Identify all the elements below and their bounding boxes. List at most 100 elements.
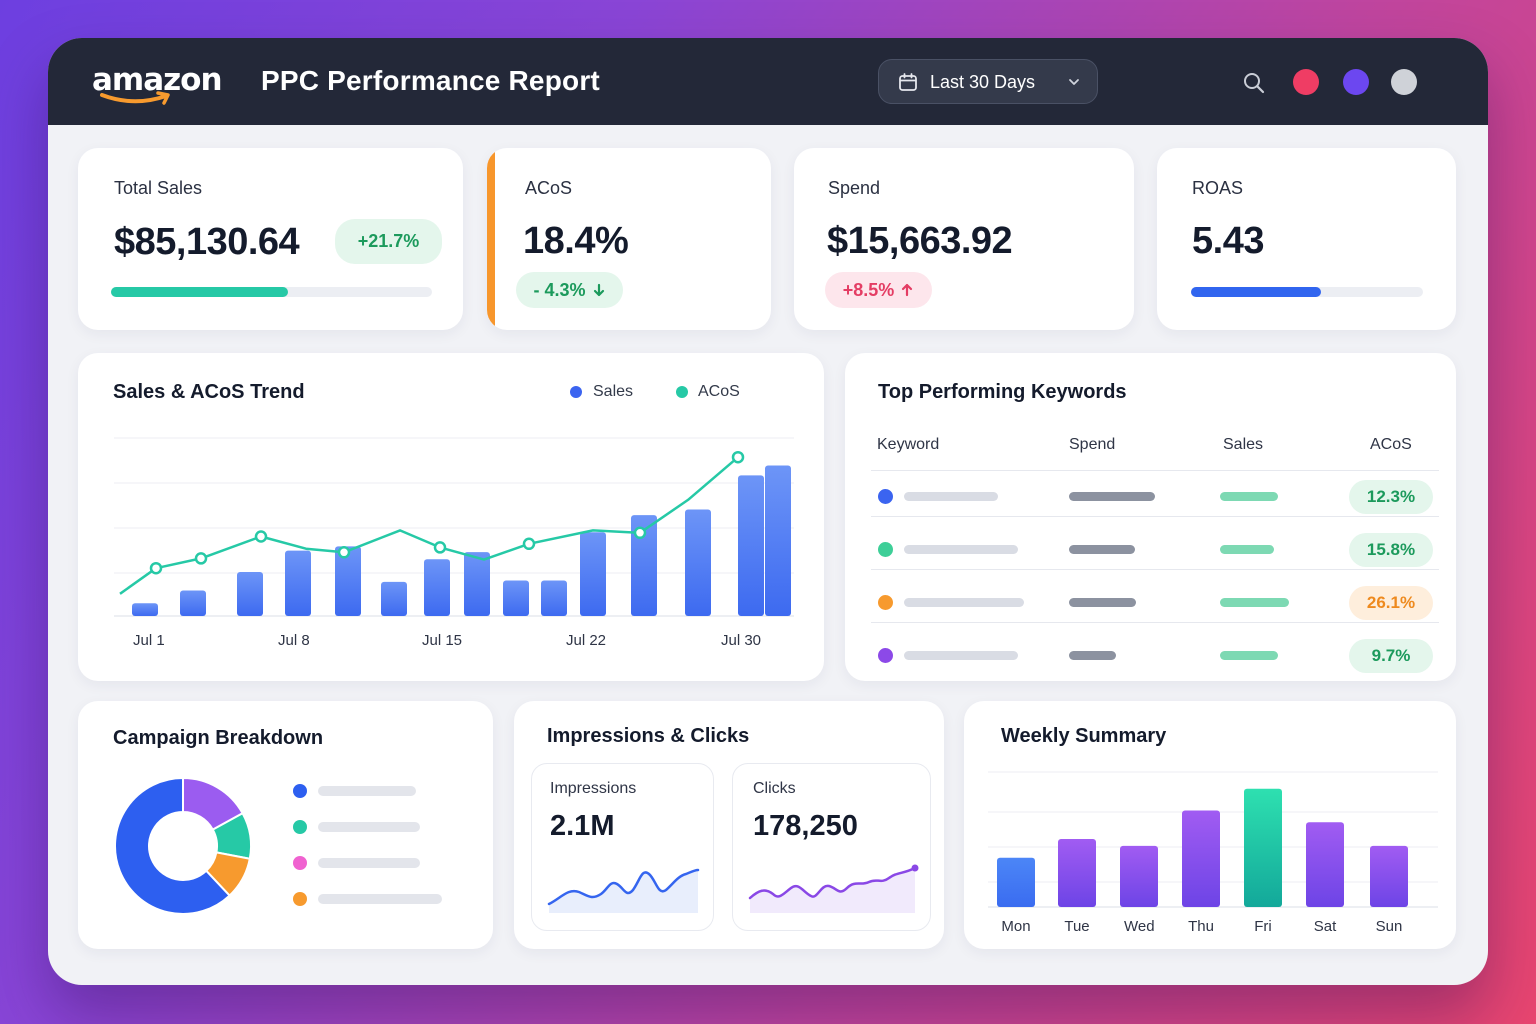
- sales-bar[interactable]: [424, 559, 450, 616]
- x-tick-label: Jul 22: [566, 632, 607, 649]
- row-divider: [871, 516, 1439, 517]
- legend-placeholder: [318, 786, 416, 796]
- page-title: PPC Performance Report: [261, 65, 600, 96]
- sales-placeholder: [1220, 492, 1278, 501]
- acos-point[interactable]: [633, 526, 647, 540]
- clicks-sparkline: [748, 864, 919, 913]
- sales-bar[interactable]: [685, 509, 711, 617]
- legend-dot: [293, 856, 307, 870]
- keyword-dot: [878, 489, 893, 504]
- sales-bar[interactable]: [580, 532, 606, 616]
- sales-bar[interactable]: [285, 550, 311, 616]
- kpi-total-sales-card[interactable]: Total Sales $85,130.64 +21.7%: [78, 148, 463, 330]
- amazon-logo[interactable]: amazon: [92, 58, 223, 106]
- keyword-placeholder: [904, 545, 1019, 554]
- change-badge: +8.5%: [825, 272, 932, 308]
- sales-bar[interactable]: [180, 590, 206, 616]
- acos-badge: 9.7%: [1349, 639, 1433, 673]
- legend-dot: [293, 892, 307, 906]
- progress-fill: [1191, 287, 1321, 297]
- spend-placeholder: [1069, 598, 1136, 607]
- sales-bar[interactable]: [738, 475, 764, 616]
- spend-placeholder: [1069, 545, 1135, 554]
- acos-point[interactable]: [731, 450, 745, 464]
- sales-bar[interactable]: [132, 603, 158, 616]
- sales-placeholder: [1220, 651, 1278, 660]
- day-label: Thu: [1188, 918, 1214, 935]
- weekly-bar[interactable]: [1058, 839, 1096, 907]
- kpi-spend-card[interactable]: Spend $15,663.92 +8.5%: [794, 148, 1134, 330]
- day-label: Sat: [1313, 918, 1337, 935]
- weekly-bar[interactable]: [1244, 788, 1282, 907]
- kpi-acos-card[interactable]: ACoS 18.4% - 4.3%: [487, 148, 771, 330]
- progress-track: [111, 287, 432, 297]
- weekly-bar[interactable]: [997, 857, 1035, 907]
- keyword-placeholder: [904, 598, 1024, 607]
- sales-bar[interactable]: [335, 546, 361, 616]
- sales-placeholder: [1220, 598, 1289, 607]
- keyword-placeholder: [904, 492, 998, 501]
- section-title: Weekly Summary: [1001, 725, 1167, 747]
- kpi-value: 5.43: [1192, 220, 1264, 262]
- date-range-dropdown[interactable]: Last 30 Days: [878, 59, 1098, 104]
- clicks-tile[interactable]: Clicks 178,250: [732, 763, 931, 931]
- weekly-bar[interactable]: [1306, 822, 1344, 907]
- weekly-bar[interactable]: [1370, 845, 1408, 907]
- smile-arrow-icon: [100, 91, 170, 105]
- kpi-value: $85,130.64: [114, 221, 300, 263]
- weekly-bar[interactable]: [1182, 810, 1220, 907]
- kpi-roas-card[interactable]: ROAS 5.43: [1157, 148, 1456, 330]
- weekly-summary-card: Weekly Summary Mon Tue Wed Thu Fri Sat Sun: [964, 701, 1456, 949]
- acos-point[interactable]: [337, 546, 351, 559]
- top-keywords-card: Top Performing Keywords Keyword Spend Sa…: [845, 353, 1456, 681]
- sales-placeholder: [1220, 545, 1274, 554]
- status-dot-red[interactable]: [1293, 69, 1319, 95]
- dashboard-window: amazon PPC Performance Report Last 30 Da…: [48, 38, 1488, 985]
- legend-dot: [293, 820, 307, 834]
- acos-point[interactable]: [522, 537, 536, 551]
- sales-bar[interactable]: [765, 465, 791, 616]
- sales-bar[interactable]: [631, 515, 657, 616]
- acos-point[interactable]: [194, 552, 208, 565]
- kpi-label: ACoS: [525, 178, 573, 198]
- sales-bar[interactable]: [237, 571, 263, 616]
- campaign-breakdown-card: Campaign Breakdown: [78, 701, 493, 949]
- keyword-dot: [878, 595, 893, 610]
- change-badge: - 4.3%: [516, 272, 623, 308]
- impressions-tile[interactable]: Impressions 2.1M: [531, 763, 714, 931]
- acos-badge: 15.8%: [1349, 533, 1433, 567]
- section-title: Impressions & Clicks: [547, 725, 750, 747]
- column-header-keyword[interactable]: Keyword: [877, 436, 940, 453]
- section-title: Sales & ACoS Trend: [113, 381, 305, 403]
- change-text: +21.7%: [357, 231, 420, 251]
- day-label: Tue: [1064, 918, 1090, 935]
- section-title: Top Performing Keywords: [878, 381, 1127, 403]
- progress-fill: [111, 287, 288, 297]
- sales-bar[interactable]: [464, 552, 490, 616]
- kpi-value: $15,663.92: [827, 220, 1013, 262]
- search-icon[interactable]: [1243, 72, 1265, 94]
- sales-bar[interactable]: [503, 580, 529, 617]
- column-header-spend[interactable]: Spend: [1069, 436, 1116, 453]
- status-dot-purple[interactable]: [1343, 69, 1369, 95]
- acos-point[interactable]: [149, 561, 163, 575]
- donut-segment[interactable]: [114, 776, 231, 915]
- column-header-acos[interactable]: ACoS: [1370, 436, 1412, 453]
- column-header-sales[interactable]: Sales: [1223, 436, 1264, 453]
- legend-dot-acos: [676, 386, 688, 398]
- trend-chart: [114, 437, 794, 617]
- acos-badge: 12.3%: [1349, 480, 1433, 514]
- sales-bar[interactable]: [541, 580, 567, 617]
- tile-value: 178,250: [753, 810, 858, 842]
- acos-point[interactable]: [254, 530, 268, 543]
- day-label: Sun: [1375, 918, 1403, 935]
- change-text: - 4.3%: [533, 279, 586, 300]
- legend-placeholder: [318, 894, 442, 904]
- sales-bar[interactable]: [381, 581, 407, 616]
- weekly-bar[interactable]: [1120, 845, 1158, 907]
- legend-label-acos: ACoS: [698, 383, 740, 400]
- acos-point[interactable]: [433, 541, 447, 554]
- kpi-label: ROAS: [1192, 178, 1244, 198]
- status-dot-gray[interactable]: [1391, 69, 1417, 95]
- impressions-sparkline: [547, 868, 700, 913]
